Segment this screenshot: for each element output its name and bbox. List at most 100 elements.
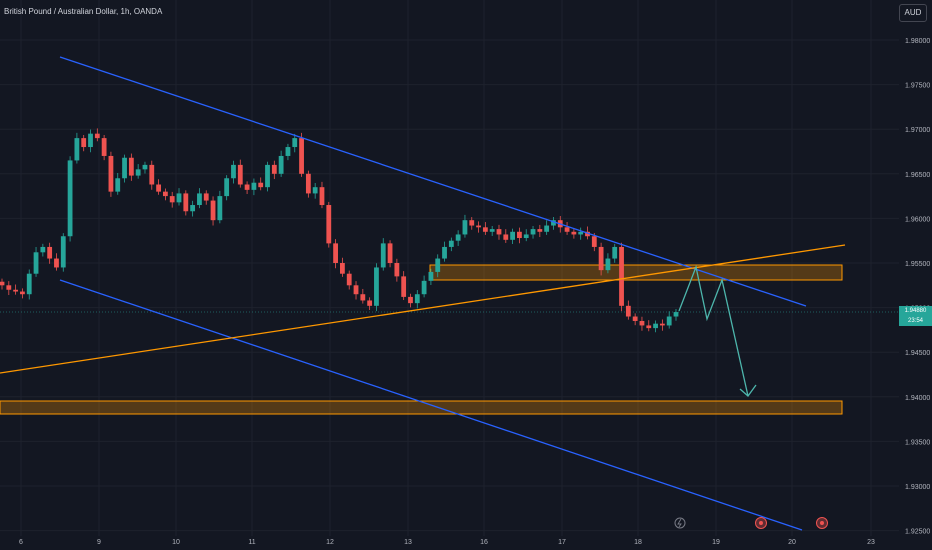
candle-body [169,196,175,203]
candle-body [197,193,202,206]
projection-arrow-head [739,384,757,397]
candle-body [285,147,291,156]
last-price-value: 1.94880 [904,308,927,314]
price-tick-label: 1.97500 [905,83,930,90]
flash-event-icon [674,517,686,529]
candle-body [632,316,638,321]
candle-body [340,263,345,274]
candle-body [421,280,427,295]
candle-body [203,193,209,201]
candle-body [20,291,25,295]
time-axis[interactable]: 6 9 10 11 12 13 16 17 18 19 20 23 [19,539,875,546]
candle-body [625,305,631,317]
candle-body [190,205,196,212]
support-trend-line[interactable] [0,244,846,374]
candle-body [13,289,19,292]
candle-body [162,191,168,197]
candle-body [265,164,270,188]
candle-body [156,184,161,192]
candles [0,128,679,333]
candle-body [237,164,243,185]
candle-body [40,246,46,253]
time-tick-label: 23 [867,539,875,546]
flash-glyph [677,518,682,528]
candle-body [401,276,407,297]
channel-lower-line[interactable] [59,279,803,531]
candle-body [326,205,332,244]
candle-body [258,182,264,188]
candle-body [101,138,107,156]
time-tick-label: 6 [19,539,23,546]
price-axis[interactable]: 1.98000 1.97500 1.97000 1.96500 1.96000 1.955… [905,38,930,536]
support-zone[interactable] [0,400,843,415]
candle-body [455,234,461,241]
candle-body [428,271,434,281]
candle-body [231,164,236,179]
candle-body [374,267,379,306]
candle-body [47,246,53,259]
candle-body [653,323,658,329]
time-tick-label: 12 [326,539,334,546]
time-tick-label: 9 [97,539,101,546]
candle-body [523,234,529,239]
candle-body [673,312,679,317]
price-tick-label: 1.94000 [905,395,930,402]
candle-body [380,243,386,268]
candle-body [448,240,454,247]
candle-body [135,169,141,176]
price-tick-label: 1.94500 [905,350,930,357]
candle-body [94,133,100,139]
candle-body [578,231,584,235]
candle-body [537,229,543,232]
candle-body [462,220,468,235]
candle-body [292,138,298,148]
price-tick-label: 1.93000 [905,484,930,491]
candle-body [183,193,189,212]
candle-body [33,252,39,274]
candle-body [128,157,134,176]
candle-body [346,273,352,286]
currency-button[interactable]: AUD [899,4,927,22]
candle-body [585,231,590,237]
candle-body [564,227,570,232]
candle-body [591,236,597,247]
candle-body [244,184,250,190]
price-tick-label: 1.96000 [905,216,930,223]
price-tick-label: 1.92500 [905,529,930,536]
grid-lines [0,0,899,536]
candle-body [0,281,5,286]
candle-body [88,133,93,148]
time-tick-label: 11 [248,539,255,546]
candle-body [360,294,366,301]
candle-body [217,196,223,221]
event-markers[interactable] [674,517,828,529]
candle-body [122,157,127,179]
candle-body [224,178,230,197]
time-tick-label: 17 [558,539,566,546]
time-tick-label: 10 [172,539,180,546]
candle-body [544,225,550,232]
candle-body [598,246,604,271]
price-tick-label: 1.93500 [905,439,930,446]
candle-body [142,164,148,170]
candle-body [408,296,413,304]
projection-path[interactable] [678,264,749,397]
channel-upper-line[interactable] [59,56,807,307]
candle-body [149,164,155,185]
candle-body [659,323,665,326]
time-tick-label: 16 [480,539,488,546]
candle-body [414,294,420,304]
last-price-label: 1.94880 23:54 [899,306,932,326]
candle-body [442,246,447,259]
time-tick-label: 18 [634,539,642,546]
candle-body [67,160,73,237]
candle-body [469,220,475,226]
candle-body [278,155,284,174]
candle-body [74,138,80,161]
candle-body [510,231,516,240]
candle-body [60,236,66,268]
candle-body [367,300,373,306]
candle-body [251,182,257,190]
resistance-zone[interactable] [429,264,843,281]
